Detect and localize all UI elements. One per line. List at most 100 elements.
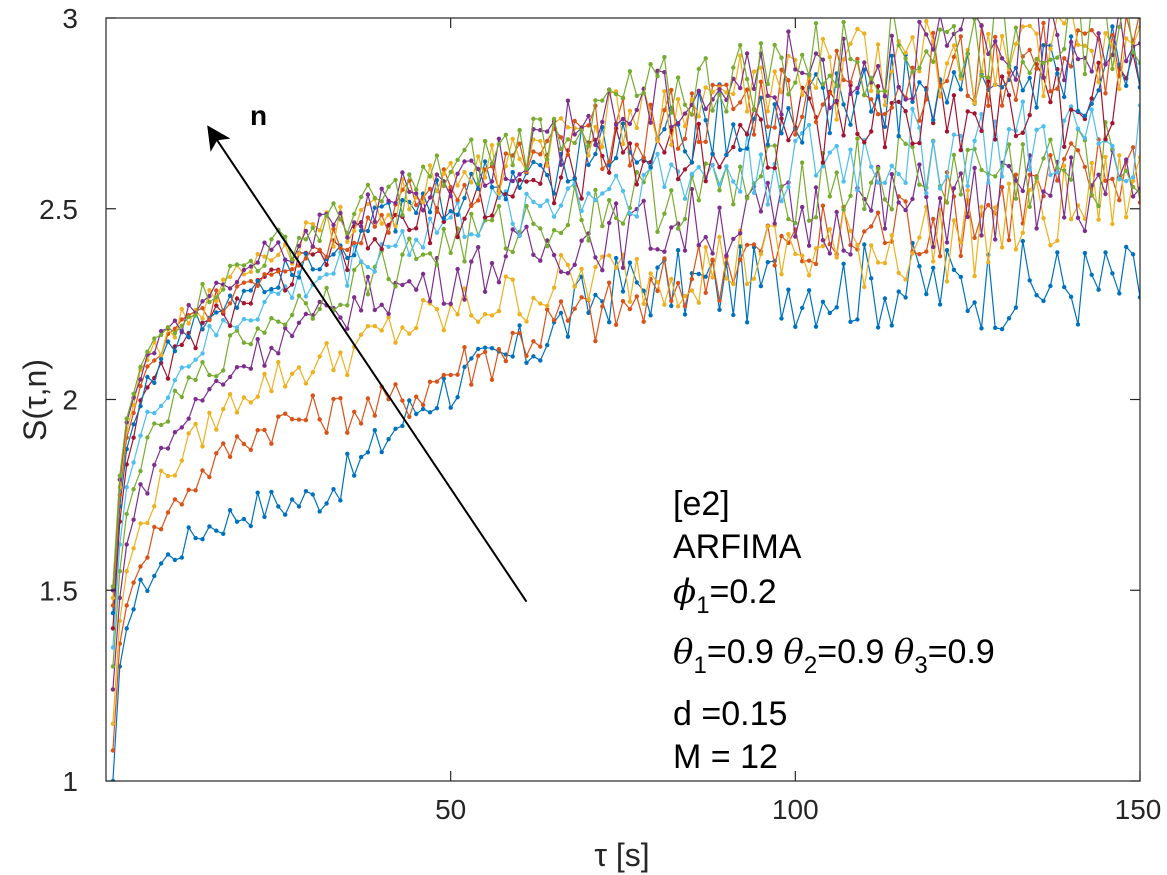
- series-7-point: [779, 116, 784, 121]
- series-3-point: [910, 251, 915, 256]
- series-12-point: [358, 194, 364, 200]
- series-2-point: [124, 603, 129, 608]
- series-11-point: [682, 111, 688, 116]
- series-3-point: [145, 520, 150, 526]
- series-10-point: [420, 200, 426, 205]
- series-7-point: [1110, 121, 1115, 126]
- series-1-point: [255, 490, 260, 495]
- series-1-point: [124, 626, 129, 631]
- series-8-point: [262, 289, 267, 295]
- series-9-point: [131, 410, 136, 416]
- series-3-point: [193, 421, 198, 427]
- series-11-point: [572, 132, 577, 137]
- series-1-point: [427, 410, 433, 415]
- series-2-point: [165, 510, 171, 515]
- series-5-point: [193, 377, 198, 383]
- series-6-point: [917, 125, 922, 130]
- series-7-point: [1068, 107, 1074, 112]
- series-3-point: [1068, 217, 1074, 222]
- series-8-point: [214, 310, 219, 315]
- series-11-point: [779, 112, 784, 117]
- series-10-point: [496, 191, 502, 196]
- series-12-point: [1130, 50, 1136, 55]
- series-7-point: [675, 176, 681, 182]
- series-7-point: [620, 150, 626, 155]
- series-1-point: [882, 296, 888, 301]
- series-1-point: [482, 345, 488, 350]
- series-2-point: [310, 393, 315, 398]
- series-10-point: [1117, 86, 1122, 92]
- series-12-point: [958, 73, 963, 78]
- series-2-point: [455, 372, 460, 377]
- series-3-point: [993, 205, 998, 210]
- series-5-point: [758, 174, 764, 179]
- series-2-point: [110, 748, 116, 753]
- series-9-point: [338, 245, 343, 251]
- series-6-point: [1117, 177, 1122, 182]
- series-4-point: [186, 416, 191, 421]
- series-12-point: [910, 69, 915, 75]
- series-11-point: [855, 86, 860, 91]
- series-1-point: [283, 512, 288, 517]
- series-12-point: [731, 65, 736, 70]
- series-1-point: [593, 292, 598, 298]
- series-11-point: [172, 318, 178, 323]
- series-3-point: [365, 324, 371, 329]
- series-7-point: [972, 111, 977, 116]
- series-4-point: [731, 236, 736, 242]
- series-1-point: [889, 323, 894, 328]
- series-7-point: [214, 303, 219, 308]
- series-4-point: [427, 299, 433, 304]
- series-8-point: [393, 229, 398, 234]
- series-8-point: [765, 142, 770, 147]
- series-12-point: [896, 43, 901, 48]
- series-7-point: [379, 246, 384, 252]
- series-12-point: [179, 323, 184, 328]
- series-5-point: [951, 152, 957, 158]
- series-6-point: [944, 174, 950, 179]
- series-3-point: [903, 277, 908, 282]
- series-6-point: [324, 272, 329, 277]
- series-9-point: [944, 78, 950, 84]
- series-2-point: [434, 379, 440, 384]
- series-12-point: [586, 143, 591, 149]
- series-3-point: [372, 323, 377, 329]
- series-11-point: [765, 93, 770, 99]
- series-12-point: [289, 257, 295, 262]
- series-2-point: [420, 402, 426, 408]
- series-8-point: [710, 152, 715, 157]
- series-7-point: [524, 179, 529, 184]
- series-11-point: [186, 302, 191, 308]
- series-6-point: [875, 180, 881, 185]
- series-5-point: [855, 136, 860, 141]
- series-12-point: [869, 75, 874, 81]
- series-9-point: [414, 202, 419, 208]
- series-1-point: [538, 358, 543, 363]
- series-1-point: [517, 323, 522, 328]
- series-3-point: [1096, 217, 1101, 222]
- series-1-point: [765, 260, 770, 265]
- series-8-point: [613, 155, 619, 161]
- series-9-point: [255, 283, 260, 288]
- series-6-point: [696, 164, 701, 170]
- series-2-point: [358, 421, 364, 426]
- series-2-point: [669, 298, 674, 304]
- series-9-point: [669, 87, 674, 93]
- series-11-point: [1103, 62, 1108, 67]
- series-12-point: [662, 54, 667, 60]
- series-5-point: [545, 244, 550, 249]
- series-2-point: [620, 299, 626, 304]
- series-11-point: [427, 195, 433, 200]
- series-9-point: [172, 326, 178, 331]
- series-9-point: [586, 123, 591, 128]
- series-10-point: [758, 65, 764, 70]
- series-5-point: [496, 204, 502, 209]
- series-4-point: [793, 234, 798, 239]
- series-3-point: [731, 281, 736, 287]
- series-2-point: [503, 358, 508, 364]
- series-7-point: [862, 140, 867, 145]
- series-8-point: [1034, 105, 1039, 110]
- series-1-point: [620, 289, 626, 294]
- series-3-point: [1130, 178, 1136, 184]
- series-3-point: [917, 235, 922, 240]
